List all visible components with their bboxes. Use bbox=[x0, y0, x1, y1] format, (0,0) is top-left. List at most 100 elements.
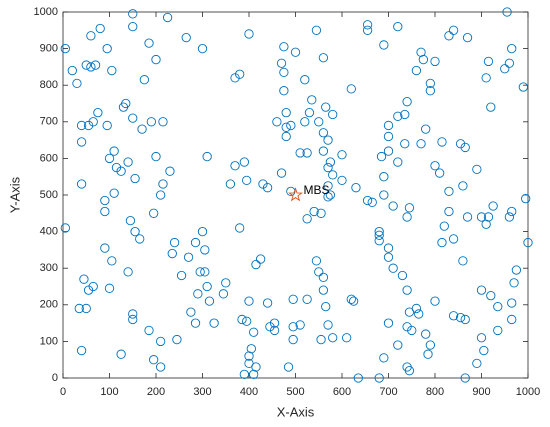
scatter-point bbox=[337, 175, 347, 186]
scatter-point bbox=[323, 192, 333, 202]
scatter-point bbox=[323, 162, 333, 173]
scatter-point bbox=[388, 201, 398, 211]
scatter-point bbox=[288, 322, 298, 332]
scatter-point bbox=[102, 120, 112, 131]
scatter-point bbox=[107, 256, 117, 266]
scatter-point bbox=[397, 270, 408, 281]
scatter-point bbox=[242, 316, 252, 326]
scatter-point bbox=[186, 307, 196, 317]
scatter-point bbox=[393, 340, 403, 350]
x-tick-label: 400 bbox=[240, 386, 258, 398]
y-tick-label: 0 bbox=[52, 372, 58, 384]
scatter-point bbox=[283, 362, 294, 372]
scatter-point bbox=[279, 86, 289, 96]
scatter-point bbox=[60, 43, 70, 54]
scatter-point bbox=[337, 150, 347, 160]
scatter-point bbox=[383, 120, 394, 131]
scatter-point bbox=[90, 60, 101, 70]
scatter-point bbox=[193, 289, 203, 299]
scatter-point bbox=[76, 120, 87, 131]
scatter-point bbox=[488, 201, 498, 211]
scatter-point bbox=[149, 208, 159, 218]
scatter-point bbox=[149, 355, 159, 365]
scatter-point bbox=[521, 194, 531, 204]
scatter-point bbox=[472, 358, 482, 369]
scatter-point bbox=[309, 206, 319, 217]
scatter-point bbox=[318, 128, 329, 138]
scatter-point bbox=[76, 137, 87, 147]
scatter-point bbox=[74, 303, 84, 314]
scatter-point bbox=[302, 148, 312, 158]
scatter-point bbox=[425, 78, 435, 89]
scatter-point bbox=[128, 113, 138, 123]
scatter-point bbox=[128, 309, 138, 319]
scatter-point bbox=[102, 43, 112, 54]
scatter-point bbox=[362, 25, 373, 35]
scatter-point bbox=[281, 122, 291, 132]
scatter-point bbox=[100, 195, 110, 206]
scatter-point bbox=[509, 278, 519, 288]
scatter-point bbox=[483, 212, 494, 222]
scatter-point bbox=[404, 203, 415, 213]
scatter-point bbox=[421, 329, 431, 339]
scatter-point bbox=[430, 56, 440, 67]
scatter-point bbox=[288, 334, 298, 345]
scatter-point bbox=[225, 179, 236, 189]
scatter-point bbox=[244, 351, 254, 361]
scatter-point bbox=[476, 285, 487, 295]
scatter-point bbox=[460, 142, 470, 153]
scatter-point bbox=[125, 215, 136, 226]
scatter-point bbox=[460, 373, 470, 383]
scatter-point bbox=[321, 301, 331, 312]
scatter-point bbox=[248, 327, 259, 337]
scatter-point bbox=[328, 333, 338, 343]
scatter-point bbox=[507, 43, 517, 54]
scatter-point bbox=[279, 42, 289, 52]
scatter-point bbox=[383, 243, 394, 253]
scatter-point bbox=[379, 172, 389, 182]
scatter-point bbox=[144, 38, 154, 48]
scatter-point bbox=[328, 109, 338, 120]
scatter-point bbox=[116, 349, 126, 359]
scatter-point bbox=[281, 131, 291, 142]
scatter-point bbox=[295, 148, 305, 158]
scatter-point bbox=[411, 65, 422, 76]
scatter-point bbox=[311, 25, 322, 35]
scatter-point bbox=[376, 151, 387, 162]
scatter-point bbox=[128, 21, 138, 32]
scatter-point bbox=[130, 226, 140, 237]
scatter-point bbox=[172, 334, 182, 345]
scatter-point bbox=[404, 366, 415, 376]
scatter-point bbox=[448, 311, 459, 321]
scatter-point bbox=[197, 43, 208, 54]
scatter-point bbox=[107, 65, 117, 76]
scatter-point bbox=[316, 208, 326, 218]
annotation-label: MBS bbox=[304, 183, 330, 197]
scatter-point bbox=[383, 131, 394, 142]
scatter-point bbox=[311, 256, 322, 266]
scatter-point bbox=[393, 111, 403, 121]
scatter-point bbox=[402, 322, 412, 332]
scatter-point bbox=[76, 345, 87, 356]
scatter-point bbox=[81, 303, 91, 314]
scatter-point bbox=[321, 102, 331, 112]
scatter-point bbox=[379, 353, 389, 363]
scatter-point bbox=[123, 157, 133, 167]
scatter-point bbox=[300, 75, 310, 85]
scatter-point bbox=[300, 117, 310, 127]
scatter-point bbox=[383, 252, 394, 262]
scatter-point bbox=[109, 146, 119, 156]
scatter-point bbox=[202, 281, 212, 292]
scatter-point bbox=[100, 243, 110, 253]
scatter-point bbox=[246, 344, 256, 354]
scatter-point bbox=[242, 175, 252, 186]
scatter-point bbox=[248, 369, 259, 379]
x-tick-label: 300 bbox=[193, 386, 211, 398]
scatter-point bbox=[288, 294, 298, 304]
scatter-point bbox=[83, 120, 94, 131]
scatter-point bbox=[328, 170, 338, 180]
scatter-point bbox=[295, 320, 305, 330]
scatter-point bbox=[158, 179, 168, 189]
x-tick-label: 1000 bbox=[516, 386, 540, 398]
